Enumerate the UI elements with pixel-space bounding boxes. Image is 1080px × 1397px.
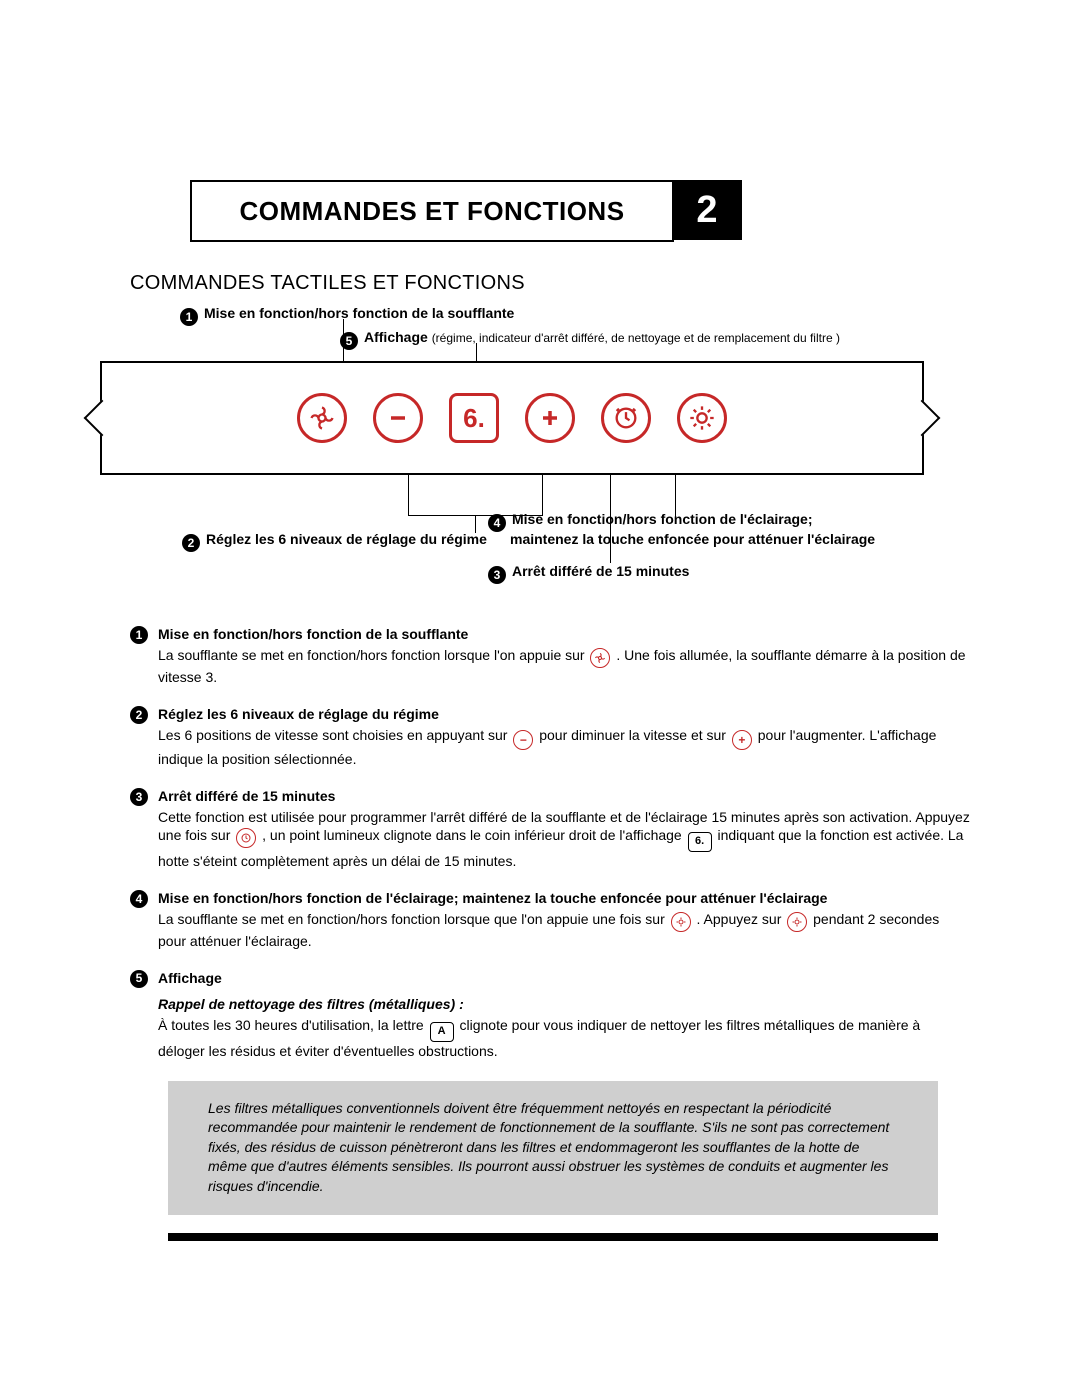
section-4: 4 Mise en fonction/hors fonction de l'éc… — [130, 889, 970, 951]
clock-icon — [236, 828, 256, 848]
callout-3: 3 Arrêt différé de 15 minutes — [488, 563, 689, 584]
section-5: 5 Affichage Rappel de nettoyage des filt… — [130, 969, 970, 1061]
section-2-text-a: Les 6 positions de vitesse sont choisies… — [158, 727, 511, 743]
display-indicator-icon: 6. — [688, 832, 712, 852]
section-5-text-a: À toutes les 30 heures d'utilisation, la… — [158, 1017, 428, 1033]
clock-icon — [612, 404, 640, 432]
minus-icon: − — [513, 730, 533, 750]
power-button[interactable] — [297, 393, 347, 443]
leader-line — [408, 473, 409, 515]
section-2-body: Les 6 positions de vitesse sont choisies… — [158, 726, 970, 769]
footer-divider — [168, 1233, 938, 1241]
timer-button[interactable] — [601, 393, 651, 443]
section-4-title: Mise en fonction/hors fonction de l'écla… — [158, 889, 970, 908]
badge-1: 1 — [130, 626, 148, 644]
callout-4b: maintenez la touche enfoncée pour atténu… — [510, 531, 875, 547]
section-subtitle: COMMANDES TACTILES ET FONCTIONS — [130, 272, 970, 295]
section-3-title: Arrêt différé de 15 minutes — [158, 787, 970, 806]
plus-icon: + — [732, 730, 752, 750]
title-row: COMMANDES ET FONCTIONS 2 — [130, 180, 970, 250]
button-row: 6. — [297, 393, 727, 443]
callout-4-text-a: Mise en fonction/hors fonction de l'écla… — [512, 511, 812, 527]
section-1-text-a: La soufflante se met en fonction/hors fo… — [158, 647, 588, 663]
badge-2: 2 — [130, 706, 148, 724]
section-1-title: Mise en fonction/hors fonction de la sou… — [158, 625, 970, 644]
leader-line — [343, 319, 344, 361]
section-3-text-b: , un point lumineux clignote dans le coi… — [262, 827, 685, 843]
page: COMMANDES ET FONCTIONS 2 COMMANDES TACTI… — [0, 0, 1080, 1397]
section-5-subtitle: Rappel de nettoyage des filtres (métalli… — [158, 995, 970, 1014]
badge-4: 4 — [488, 514, 506, 532]
callout-5-rest: (régime, indicateur d'arrêt différé, de … — [432, 331, 840, 345]
light-button[interactable] — [677, 393, 727, 443]
callout-4-text-b: maintenez la touche enfoncée pour atténu… — [510, 531, 875, 547]
callout-2-text: Réglez les 6 niveaux de réglage du régim… — [206, 531, 487, 547]
control-panel: 6. — [100, 361, 924, 475]
page-title: COMMANDES ET FONCTIONS — [190, 180, 674, 242]
control-diagram: 1 Mise en fonction/hors fonction de la so… — [130, 305, 970, 605]
section-4-text-b: . Appuyez sur — [697, 911, 786, 927]
fan-icon — [308, 404, 336, 432]
light-icon — [671, 912, 691, 932]
leader-line — [476, 343, 477, 361]
minus-icon — [384, 404, 412, 432]
callout-5: 5Affichage (régime, indicateur d'arrêt d… — [340, 329, 840, 350]
description-sections: 1 Mise en fonction/hors fonction de la s… — [130, 625, 970, 1061]
light-icon — [688, 404, 716, 432]
badge-5: 5 — [130, 970, 148, 988]
minus-button[interactable] — [373, 393, 423, 443]
callout-4: 4 Mise en fonction/hors fonction de l'écl… — [488, 511, 812, 532]
fan-icon — [590, 648, 610, 668]
callout-5-bold: Affichage — [364, 329, 428, 345]
badge-2: 2 — [182, 534, 200, 552]
section-2: 2 Réglez les 6 niveaux de réglage du rég… — [130, 705, 970, 769]
badge-1: 1 — [180, 308, 198, 326]
plus-button[interactable] — [525, 393, 575, 443]
section-2-text-b: pour diminuer la vitesse et sur — [539, 727, 730, 743]
callout-3-text: Arrêt différé de 15 minutes — [512, 563, 689, 579]
callout-1-text: Mise en fonction/hors fonction de la sou… — [204, 305, 514, 321]
light-icon — [787, 912, 807, 932]
section-4-text-a: La soufflante se met en fonction/hors fo… — [158, 911, 669, 927]
speed-display: 6. — [449, 393, 499, 443]
section-5-body: À toutes les 30 heures d'utilisation, la… — [158, 1016, 970, 1060]
chapter-number: 2 — [672, 180, 742, 240]
section-1: 1 Mise en fonction/hors fonction de la s… — [130, 625, 970, 687]
section-1-body: La soufflante se met en fonction/hors fo… — [158, 646, 970, 687]
panel-arrow-left — [84, 400, 121, 437]
section-3: 3 Arrêt différé de 15 minutes Cette fonc… — [130, 787, 970, 871]
leader-line — [542, 473, 543, 515]
badge-3: 3 — [130, 788, 148, 806]
callout-1: 1 Mise en fonction/hors fonction de la so… — [180, 305, 514, 326]
callout-2: 2 Réglez les 6 niveaux de réglage du régi… — [182, 531, 487, 552]
section-2-title: Réglez les 6 niveaux de réglage du régim… — [158, 705, 970, 724]
panel-arrow-right — [904, 400, 941, 437]
section-4-body: La soufflante se met en fonction/hors fo… — [158, 910, 970, 951]
display-indicator-icon: A — [430, 1022, 454, 1042]
section-5-title: Affichage — [158, 969, 970, 988]
section-3-body: Cette fonction est utilisée pour program… — [158, 808, 970, 871]
badge-3: 3 — [488, 566, 506, 584]
badge-4: 4 — [130, 890, 148, 908]
plus-icon — [536, 404, 564, 432]
note-box: Les filtres métalliques conventionnels d… — [168, 1081, 938, 1215]
